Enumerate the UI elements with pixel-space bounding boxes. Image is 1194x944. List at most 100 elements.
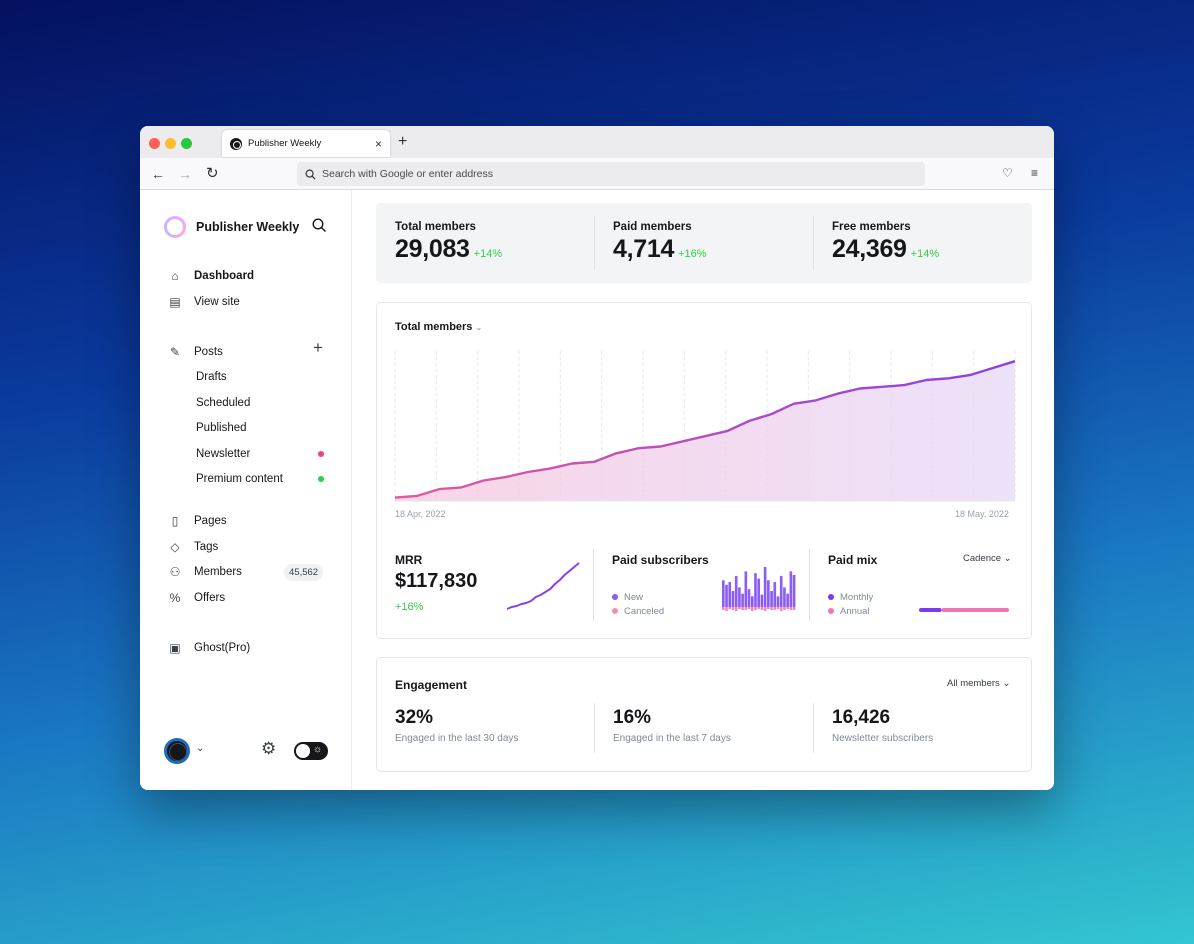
brand[interactable]: Publisher Weekly [164, 216, 299, 238]
metric-title: Paid subscribers [612, 553, 709, 567]
minimize-window-button[interactable] [165, 138, 176, 149]
bar-new [786, 593, 789, 607]
paid-subscribers-bars [722, 567, 796, 611]
close-icon[interactable]: × [374, 136, 382, 151]
address-bar[interactable] [297, 162, 925, 186]
chart-title-dropdown[interactable]: Total members ⌄ [395, 321, 482, 333]
sidebar-item-offers[interactable]: % Offers [168, 589, 225, 607]
main-content: Total members 29,083 +14% Paid members 4,… [352, 190, 1054, 790]
sidebar-item-label: Pages [194, 515, 227, 527]
bar-canceled [728, 607, 732, 609]
legend-annual: Annual [828, 604, 877, 618]
sidebar-item-label: View site [194, 296, 240, 308]
bar-new [734, 575, 738, 607]
sidebar-item-drafts[interactable]: Drafts [196, 371, 227, 383]
search-icon[interactable] [312, 218, 327, 233]
chevron-down-icon[interactable]: ⌄ [196, 743, 205, 754]
bar-new [738, 587, 741, 607]
stat-paid-members[interactable]: Paid members 4,714 +16% [613, 221, 707, 264]
bar-canceled [754, 607, 757, 610]
bar-new [741, 593, 744, 607]
back-arrow-icon[interactable]: ← [151, 166, 165, 182]
sidebar-item-label: Ghost(Pro) [194, 642, 251, 654]
legend-new: New [612, 590, 709, 604]
gear-icon[interactable]: ⚙ [261, 739, 277, 758]
forward-arrow-icon[interactable]: → [178, 166, 192, 182]
bar-new [789, 571, 793, 607]
address-input[interactable] [322, 168, 902, 180]
sidebar-item-newsletter[interactable]: Newsletter [196, 448, 251, 460]
mrr-metric[interactable]: MRR $117,830 +16% [395, 553, 477, 613]
bar-canceled [773, 607, 777, 610]
close-window-button[interactable] [149, 138, 160, 149]
sidebar-item-label: Offers [194, 592, 226, 604]
stat-label: Paid members [613, 221, 692, 233]
sidebar-item-pages[interactable]: ▯ Pages [168, 512, 227, 530]
layout-icon: ▤ [169, 295, 181, 309]
sparkline-line [506, 562, 580, 610]
sidebar-item-members[interactable]: ⚇ Members [168, 563, 242, 581]
divider [809, 549, 810, 621]
bar-canceled [763, 607, 767, 611]
sidebar-item-label: Posts [194, 346, 223, 358]
legend-dot [612, 594, 618, 600]
bar-canceled [722, 607, 725, 610]
bar-new [750, 596, 754, 607]
cadence-dropdown[interactable]: Cadence ⌄ [963, 553, 1012, 564]
sidebar-item-premium-content[interactable]: Premium content [196, 473, 283, 485]
divider [593, 549, 594, 621]
metric-title: Paid mix [828, 553, 878, 567]
add-post-plus-icon[interactable]: + [313, 338, 323, 357]
stat-value: 24,369 [832, 235, 907, 263]
bar-canceled [767, 607, 770, 609]
stat-free-members[interactable]: Free members 24,369 +14% [832, 221, 939, 264]
sidebar-item-published[interactable]: Published [196, 422, 247, 434]
reload-icon[interactable]: ↻ [206, 165, 219, 182]
sidebar-item-posts[interactable]: ✎ Posts [168, 343, 223, 361]
legend-dot [828, 594, 834, 600]
engagement-label: Engaged in the last 7 days [613, 733, 731, 744]
browser-tab[interactable]: Publisher Weekly × [222, 130, 390, 157]
stat-label: Free members [832, 221, 911, 233]
dark-mode-toggle[interactable]: ☼ [294, 742, 328, 760]
bar-new [783, 587, 786, 607]
newsletter-subscribers: 16,426 Newsletter subscribers [832, 707, 933, 744]
brand-name: Publisher Weekly [196, 220, 300, 234]
bar-new [763, 567, 767, 607]
stat-total-members[interactable]: Total members 29,083 +14% [395, 221, 502, 264]
edit-icon: ✎ [169, 345, 181, 359]
bar-canceled [747, 607, 751, 609]
members-count-badge: 45,562 [284, 564, 324, 581]
bar-new [744, 571, 748, 607]
paid-subscribers-metric[interactable]: Paid subscribers New Canceled [612, 553, 709, 618]
bar-new [776, 596, 780, 607]
sidebar-item-view-site[interactable]: ▤ View site [168, 293, 240, 311]
pocket-icon[interactable]: ♡ [1002, 166, 1013, 180]
sidebar-item-label: Dashboard [194, 270, 255, 282]
maximize-window-button[interactable] [181, 138, 192, 149]
bar-new [792, 575, 796, 607]
sidebar-item-tags[interactable]: ◇ Tags [168, 538, 218, 556]
engagement-card: Engagement All members ⌄ 32% Engaged in … [376, 657, 1032, 772]
new-tab-plus-icon[interactable]: + [398, 133, 408, 150]
sidebar-item-ghost-pro[interactable]: ▣ Ghost(Pro) [168, 639, 250, 657]
divider [594, 216, 595, 270]
legend-dot [828, 608, 834, 614]
bar-canceled [786, 607, 789, 609]
avatar[interactable] [164, 738, 190, 764]
bar-canceled [776, 607, 780, 609]
bar-canceled [741, 607, 744, 610]
home-icon: ⌂ [171, 269, 179, 283]
paid-mix-metric[interactable]: Paid mix Monthly Annual [828, 553, 877, 618]
bar-canceled [783, 607, 786, 610]
bar-canceled [744, 607, 748, 610]
audience-filter-dropdown[interactable]: All members ⌄ [947, 678, 1010, 689]
paid-mix-bar [919, 608, 1009, 612]
sidebar-item-scheduled[interactable]: Scheduled [196, 397, 251, 409]
bar-new [728, 582, 732, 607]
sidebar-item-dashboard[interactable]: ⌂ Dashboard [168, 267, 254, 285]
chart-title: Total members [395, 321, 473, 333]
tab-title: Publisher Weekly [248, 138, 322, 149]
hamburger-menu-icon[interactable]: ≡ [1031, 166, 1039, 180]
bar-canceled [789, 607, 793, 610]
